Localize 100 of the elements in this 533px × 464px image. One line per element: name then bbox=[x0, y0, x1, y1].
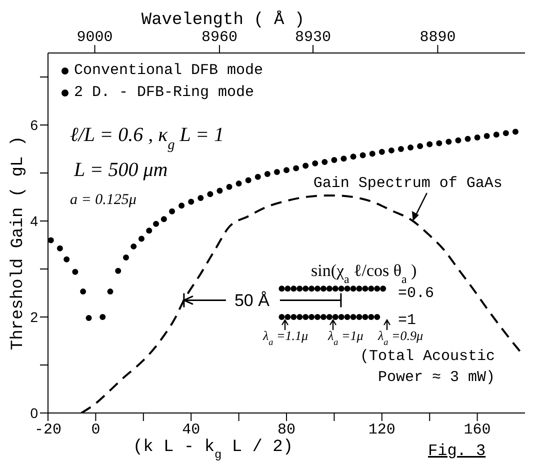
annotation: ℓ/L = 0.6 , κ$_{g}$L = 1 bbox=[70, 124, 224, 152]
x2-tick-label: 8890 bbox=[420, 29, 456, 46]
point bbox=[64, 256, 70, 262]
point bbox=[284, 167, 290, 174]
point bbox=[169, 208, 176, 214]
point bbox=[293, 165, 300, 172]
x-tick-label: 0 bbox=[91, 422, 100, 439]
point bbox=[474, 134, 480, 140]
point bbox=[274, 169, 280, 176]
y-tick-label: 2 bbox=[30, 308, 38, 325]
point bbox=[326, 314, 332, 320]
point bbox=[153, 220, 160, 227]
point bbox=[138, 236, 144, 242]
point bbox=[356, 314, 362, 320]
point bbox=[426, 141, 433, 148]
annotation: a = 0.125μ bbox=[70, 192, 137, 208]
point bbox=[368, 286, 374, 292]
point bbox=[369, 150, 376, 157]
x2-tick-label: 8930 bbox=[294, 29, 332, 46]
point bbox=[338, 314, 344, 320]
point bbox=[455, 137, 462, 144]
point bbox=[350, 314, 356, 320]
point bbox=[484, 133, 490, 140]
point bbox=[107, 288, 114, 295]
point bbox=[290, 286, 297, 292]
point bbox=[320, 314, 326, 320]
annotation: λ$_{a}$=1μ bbox=[327, 328, 364, 347]
x-tick-label: -20 bbox=[34, 422, 62, 439]
x-tick-label: 40 bbox=[182, 422, 200, 439]
y-tick-label: 4 bbox=[30, 212, 38, 229]
point bbox=[254, 174, 261, 180]
x-axis-title: (k L - k$_{g}$L / 2) bbox=[132, 438, 294, 462]
point bbox=[398, 146, 404, 152]
x-tick-label: 160 bbox=[464, 422, 491, 439]
point bbox=[278, 286, 285, 292]
point bbox=[308, 286, 315, 292]
point bbox=[178, 202, 185, 209]
point bbox=[290, 314, 297, 320]
point bbox=[198, 194, 204, 201]
point bbox=[314, 314, 321, 320]
point bbox=[332, 314, 338, 320]
legend-label: 2 D. - DFB-Ring mode bbox=[74, 83, 254, 103]
point bbox=[72, 268, 78, 275]
point bbox=[278, 314, 285, 320]
point bbox=[80, 288, 86, 295]
point bbox=[362, 314, 368, 320]
point bbox=[245, 177, 252, 184]
y-tick-label: 0 bbox=[30, 404, 38, 421]
point bbox=[284, 314, 291, 320]
point bbox=[296, 286, 303, 292]
point bbox=[207, 191, 214, 198]
point bbox=[302, 314, 309, 320]
point bbox=[356, 286, 362, 292]
x-tick-label: 80 bbox=[277, 422, 296, 439]
point bbox=[464, 136, 471, 142]
point bbox=[332, 286, 338, 292]
annotation: L = 500 μm bbox=[73, 159, 168, 181]
point bbox=[374, 314, 380, 320]
point bbox=[284, 286, 291, 292]
point bbox=[296, 314, 303, 320]
point bbox=[122, 254, 129, 260]
point bbox=[388, 147, 394, 154]
point bbox=[320, 286, 326, 292]
y-axis-title: Threshold Gain ( gL ) bbox=[9, 136, 28, 350]
annotation: (Total Acoustic Power ≈ 3 mW) bbox=[360, 348, 495, 386]
point bbox=[48, 237, 54, 244]
annotation: =1 bbox=[398, 312, 416, 329]
point bbox=[374, 286, 380, 292]
x2-axis-title: Wavelength ( Å ) bbox=[141, 10, 305, 30]
annotation: =0.6 bbox=[398, 285, 434, 302]
point bbox=[322, 158, 328, 165]
point bbox=[446, 138, 452, 145]
annotation: sin(χ$_{a}$ℓ/cos θ$_{a}$) bbox=[311, 261, 417, 286]
point bbox=[362, 286, 368, 292]
x2-tick-label: 9000 bbox=[76, 29, 113, 46]
point bbox=[350, 154, 356, 160]
point bbox=[368, 314, 374, 320]
point bbox=[378, 148, 385, 155]
point bbox=[344, 314, 350, 320]
point bbox=[417, 143, 424, 150]
point bbox=[188, 198, 194, 205]
point bbox=[216, 188, 223, 194]
annotation: λ$_{a}$=0.9μ bbox=[377, 328, 424, 347]
point bbox=[326, 286, 332, 292]
point bbox=[146, 228, 152, 234]
annotation: Gain Spectrum of GaAs bbox=[313, 175, 502, 192]
point bbox=[344, 286, 350, 292]
point bbox=[302, 286, 309, 292]
point bbox=[314, 286, 321, 292]
point bbox=[380, 286, 386, 292]
caption: Fig. 3 bbox=[428, 442, 486, 460]
point bbox=[512, 128, 518, 135]
point bbox=[236, 180, 242, 187]
point bbox=[130, 243, 137, 250]
point bbox=[360, 152, 366, 158]
point bbox=[350, 286, 356, 292]
point bbox=[340, 156, 347, 162]
x2-tick-label: 8960 bbox=[201, 29, 238, 46]
point bbox=[264, 170, 270, 177]
annotation: 50 Å bbox=[234, 291, 270, 310]
